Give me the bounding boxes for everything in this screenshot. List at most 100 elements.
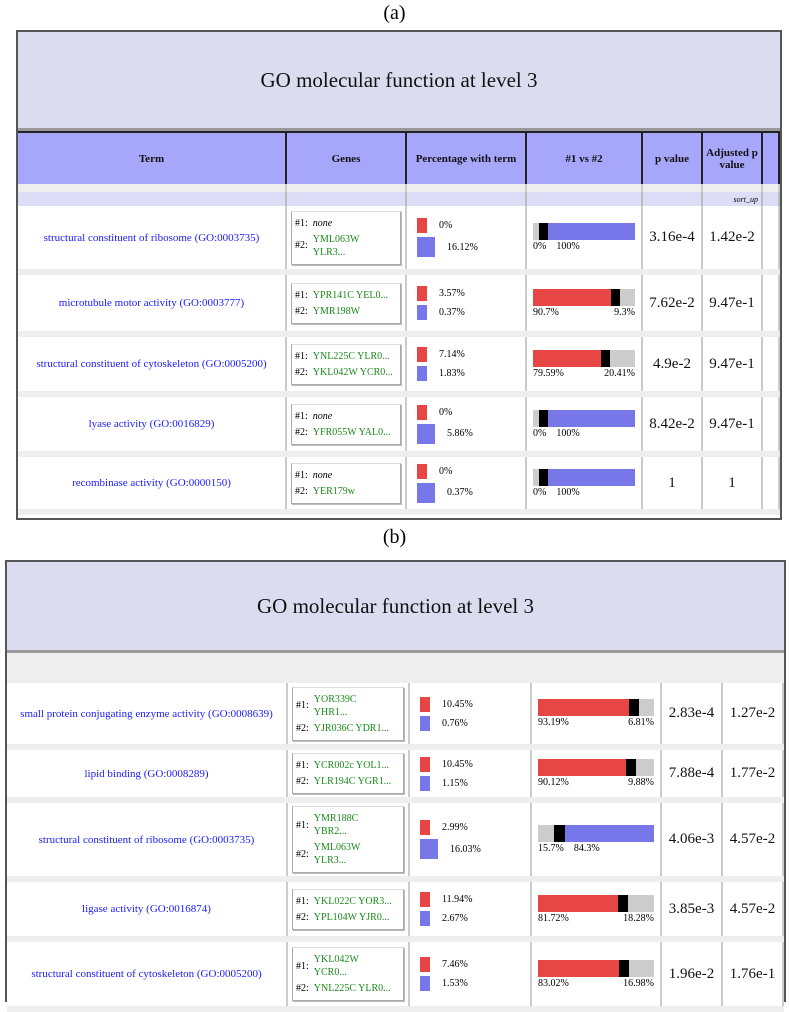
term-link[interactable]: structural constituent of ribosome (GO:0… [7, 800, 288, 882]
gene-link[interactable]: YCR002c YOL1... [313, 760, 389, 771]
group1-swatch [417, 347, 427, 362]
gene-list[interactable]: YPR141C YEL0... [313, 289, 388, 302]
group-label: #1: [296, 819, 309, 831]
gene-link[interactable]: YLR3... [313, 855, 347, 866]
group1-swatch [420, 756, 430, 772]
gene-link[interactable]: YPR141C YEL0... [312, 289, 388, 301]
sort-up-link[interactable]: sort_up [702, 192, 763, 206]
group2-swatch [417, 423, 435, 444]
gene-link[interactable]: YNL225C YLR0... [312, 350, 390, 362]
gene-list[interactable]: YOR339C YHR1... [314, 693, 357, 719]
gene-link[interactable]: YCR0... [313, 967, 347, 978]
gene-link[interactable]: YML063W [313, 842, 361, 853]
gene-link[interactable]: YNL225C YLR0... [313, 983, 391, 994]
gene-group-2: #2: YML063W YLR3... [295, 233, 397, 259]
gene-link[interactable]: YKL022C YOR3... [313, 895, 392, 907]
term-link[interactable]: recombinase activity (GO:0000150) [18, 454, 287, 515]
bar-group2 [548, 223, 635, 240]
gene-list[interactable]: YKL042W YCR0... [314, 953, 359, 979]
bar-marker [628, 699, 640, 716]
term-link[interactable]: ligase activity (GO:0016874) [7, 879, 288, 942]
gene-list[interactable]: YML063W YLR3... [314, 841, 361, 867]
adjusted-p-value: 1.27e-2 [722, 683, 784, 750]
bar-marker [539, 223, 549, 240]
ratio-group2: 100% [556, 486, 580, 498]
comparison-bar [538, 825, 654, 842]
term-link[interactable]: structural constituent of cytoskeleton (… [18, 334, 287, 397]
group2-swatch [417, 366, 427, 381]
gene-group-2: #2: YPL104W YJR0... [296, 911, 400, 924]
group1-percentage: 10.45% [442, 698, 473, 710]
gene-list[interactable]: YLR194C YGR1... [314, 775, 391, 788]
group-label: #1: [296, 895, 309, 907]
group2-swatch [420, 839, 438, 859]
gene-group-1: #1: none [295, 217, 397, 230]
table-row: structural constituent of ribosome (GO:0… [18, 206, 780, 275]
caption-a: (a) [383, 2, 406, 24]
gene-link[interactable]: YOR339C [313, 693, 357, 705]
bar-marker [539, 468, 549, 486]
header-genes[interactable]: Genes [286, 131, 407, 184]
gene-list[interactable]: YML063W YLR3... [313, 233, 360, 259]
gene-link[interactable]: YLR194C YGR1... [313, 776, 392, 787]
term-link[interactable]: small protein conjugating enzyme activit… [7, 683, 288, 750]
header-term[interactable]: Term [18, 131, 287, 184]
comparison-bar [538, 959, 654, 977]
gene-list[interactable]: YNL225C YLR0... [313, 350, 390, 363]
term-link[interactable]: microtubule motor activity (GO:0003777) [18, 272, 287, 337]
gene-link[interactable]: YPL104W YJR0... [313, 911, 390, 923]
term-link[interactable]: structural constituent of ribosome (GO:0… [18, 206, 287, 275]
group-label: #2: [296, 983, 309, 994]
term-link[interactable]: lyase activity (GO:0016829) [18, 394, 287, 457]
gene-link[interactable]: YKL042W [313, 954, 359, 965]
gene-link[interactable]: YBR2... [313, 826, 347, 837]
genes-box: #1: none #2: YML063W YLR3... [291, 210, 401, 265]
group-label: #1: [296, 960, 309, 972]
gene-list[interactable]: YMR188C YBR2... [314, 812, 358, 838]
header-percentage[interactable]: Percentage with term [406, 131, 527, 184]
gene-link[interactable]: YMR188C [313, 813, 359, 824]
header-comparison[interactable]: #1 vs #2 [526, 131, 643, 184]
panel-title: GO molecular function at level 3 [18, 32, 780, 131]
gene-group-2: #2: YMR198W [295, 305, 397, 318]
gene-group-2: #2: YER179w [295, 485, 397, 498]
row-spacer [762, 454, 780, 515]
bar-marker [610, 288, 620, 306]
gene-link[interactable]: YER179w [312, 485, 356, 497]
gene-list[interactable]: YER179w [313, 485, 355, 498]
gene-list[interactable]: YFR055W YAL0... [313, 426, 391, 439]
gene-group-1: #1: none [295, 469, 397, 482]
gene-list[interactable]: YPL104W YJR0... [314, 911, 390, 924]
gene-link[interactable]: YKL042W YCR0... [312, 366, 393, 378]
gene-link[interactable]: YFR055W YAL0... [312, 426, 391, 438]
p-value: 3.85e-3 [661, 879, 723, 942]
ratio-group1: 90.12% [538, 777, 569, 788]
gene-list[interactable]: YJR036C YDR1... [314, 722, 389, 735]
ratio-group1: 93.19% [538, 717, 569, 728]
group2-swatch [420, 911, 430, 926]
gene-link[interactable]: YJR036C YDR1... [313, 722, 389, 734]
bar-marker [618, 959, 630, 977]
gene-link[interactable]: YMR198W [312, 305, 361, 317]
gene-list[interactable]: YMR198W [313, 305, 360, 318]
genes-box: #1: YKL042W YCR0... #2: YNL225C YLR0... [292, 947, 404, 1001]
group1-percentage: 0% [439, 406, 453, 418]
p-value: 1.96e-2 [661, 939, 723, 1012]
gene-list[interactable]: YNL225C YLR0... [314, 982, 391, 995]
term-link[interactable]: lipid binding (GO:0008289) [7, 747, 288, 803]
ratio-group1: 79.59% [533, 367, 564, 379]
header-adjusted-p-value[interactable]: Adjusted p value [702, 131, 763, 184]
ratio-group2: 100% [556, 427, 580, 439]
gene-list[interactable]: YKL022C YOR3... [314, 895, 392, 908]
gene-list[interactable]: YCR002c YOL1... [314, 759, 389, 772]
gene-link[interactable]: YML063W [312, 233, 360, 245]
table-row: ligase activity (GO:0016874) #1: YKL022C … [7, 879, 784, 942]
group1-percentage: 10.45% [442, 758, 473, 770]
gene-link[interactable]: YLR3... [312, 246, 346, 258]
gene-link[interactable]: YHR1... [313, 706, 348, 718]
header-p-value[interactable]: p value [642, 131, 703, 184]
term-link[interactable]: structural constituent of cytoskeleton (… [7, 939, 288, 1012]
group2-percentage: 1.53% [442, 978, 468, 989]
gene-list: none [313, 217, 332, 230]
gene-list[interactable]: YKL042W YCR0... [313, 366, 393, 379]
